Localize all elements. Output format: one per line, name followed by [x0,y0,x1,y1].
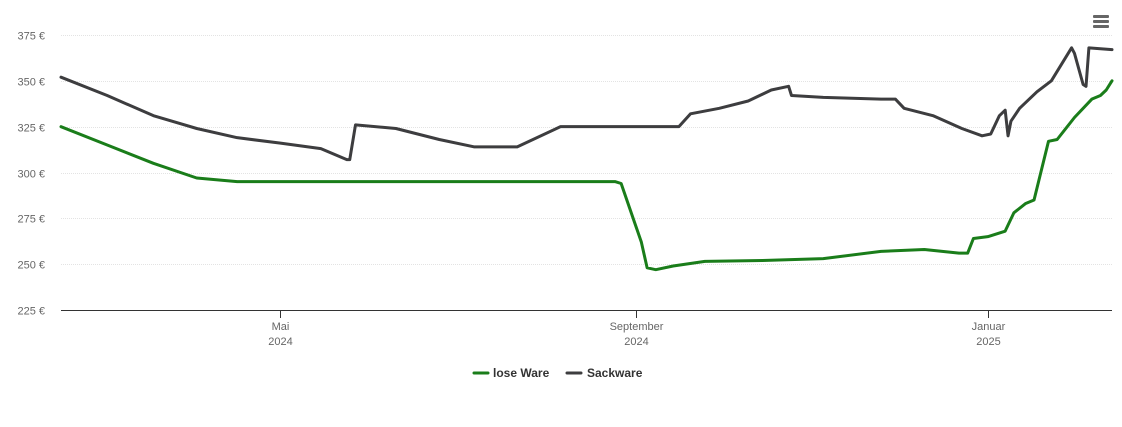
y-tick-label: 375 € [17,31,45,43]
x-tick-label: Mai [272,321,290,333]
y-tick-label: 275 € [17,214,45,226]
legend-label: lose Ware [493,366,550,380]
x-tick-label: September [610,321,664,333]
series-line-sackware [59,46,1114,162]
legend-item-sackware[interactable]: Sackware [565,366,643,380]
y-tick-label: 250 € [17,260,45,272]
x-tick-year-label: 2024 [624,336,648,348]
y-tick-label: 225 € [17,306,45,318]
x-tick-year-label: 2024 [268,336,292,348]
legend-item-lose-ware[interactable]: lose Ware [472,366,550,380]
y-tick-label: 350 € [17,77,45,89]
series-layer [59,46,1114,272]
series-line-lose-ware [59,79,1114,272]
x-tick-label: Januar [972,321,1006,333]
legend[interactable]: lose Ware Sackware [472,366,643,380]
legend-label: Sackware [587,366,643,380]
axis-layer: 375 € 350 € 325 € 300 € 275 € 250 € 225 € Mai 20… [17,31,1112,348]
hamburger-menu-icon[interactable] [1088,10,1114,34]
y-tick-label: 300 € [17,169,45,181]
grid-layer [61,35,1112,265]
y-tick-label: 325 € [17,123,45,135]
x-tick-year-label: 2025 [976,336,1000,348]
